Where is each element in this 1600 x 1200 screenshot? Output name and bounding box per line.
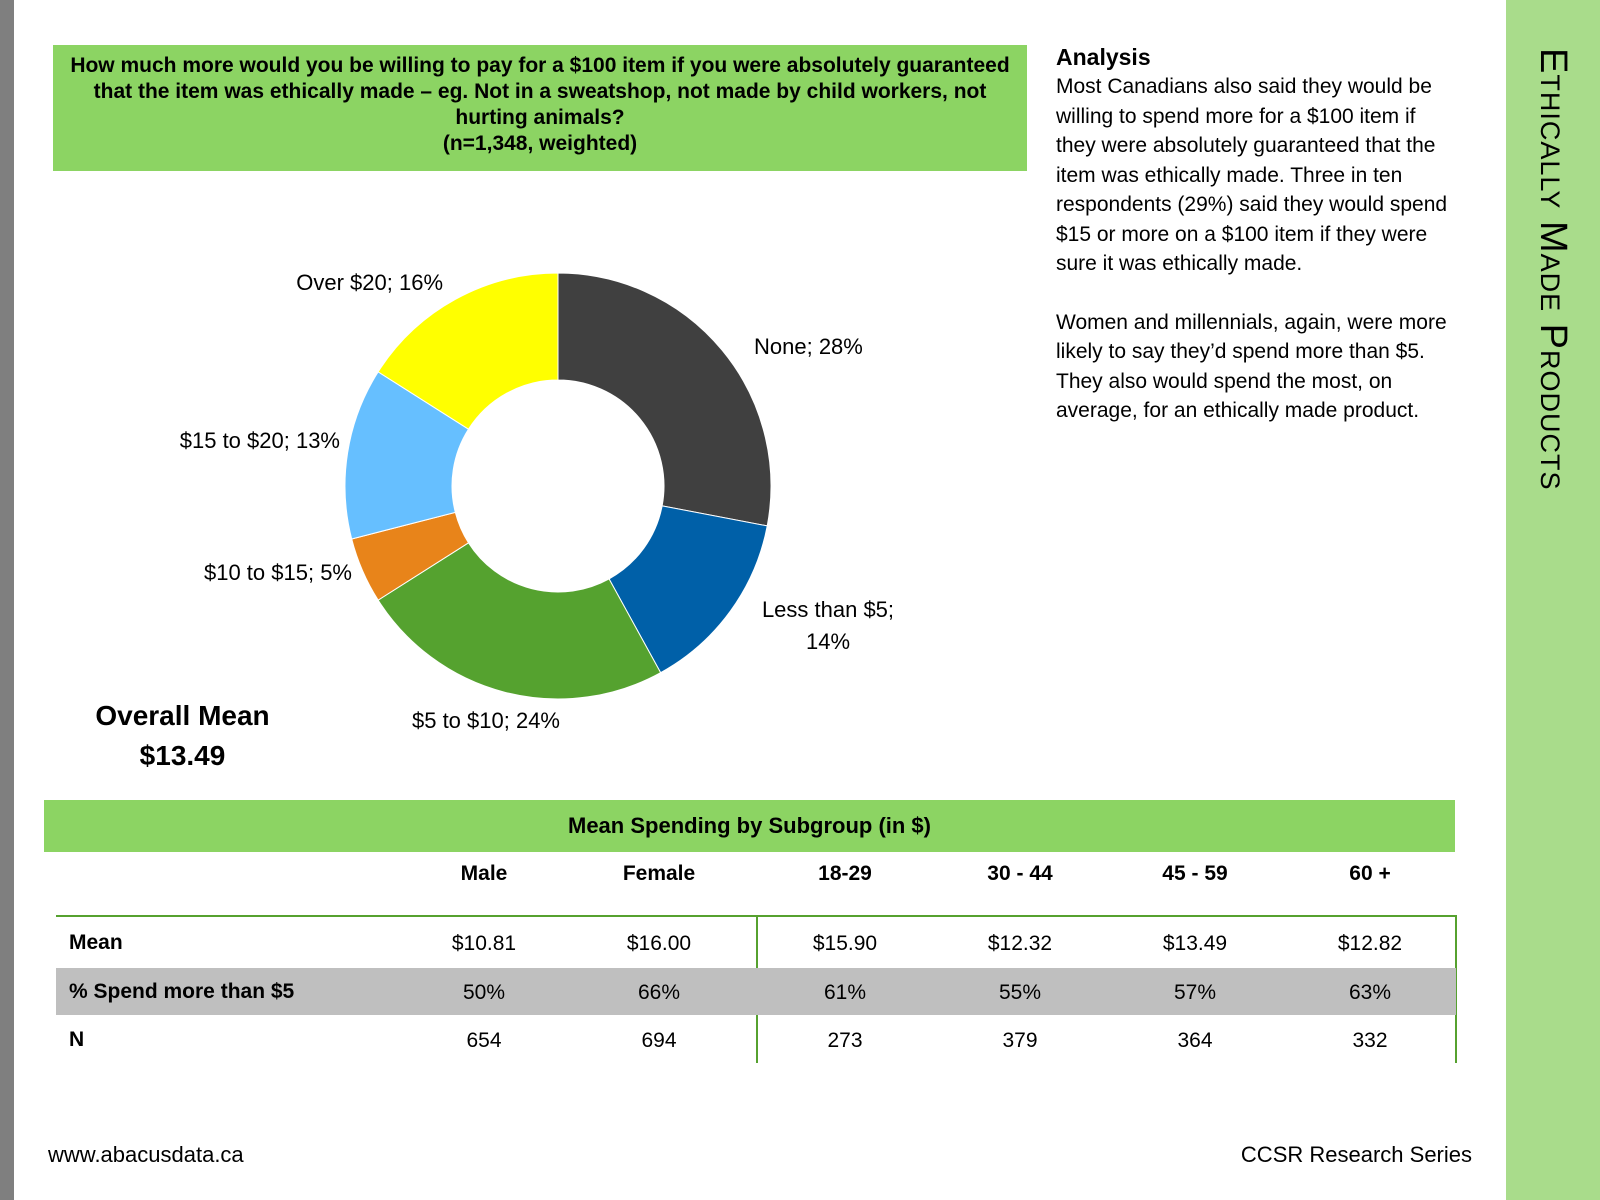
slice-label: $10 to $15; 5% — [204, 560, 352, 585]
question-box: How much more would you be willing to pa… — [53, 45, 1027, 171]
table-cell: $12.32 — [987, 932, 1053, 955]
analysis-panel: Analysis Most Canadians also said they w… — [1056, 42, 1456, 455]
table-cell: 654 — [466, 1029, 502, 1052]
donut-slice — [377, 272, 559, 430]
row-shading — [56, 968, 1456, 1015]
question-text: How much more would you be willing to pa… — [70, 54, 1010, 129]
slice-label: Less than $5; 14% — [762, 597, 894, 654]
table-cell: $16.00 — [626, 932, 692, 955]
slice-label: $5 to $10; 24% — [412, 708, 560, 733]
table-cell: $15.90 — [812, 932, 878, 955]
column-header: Female — [622, 862, 696, 885]
table-cell: 273 — [827, 1029, 863, 1052]
table-cell: $13.49 — [1162, 932, 1228, 955]
column-header: 30 - 44 — [987, 862, 1053, 885]
overall-mean-label: Overall Mean — [95, 700, 270, 731]
table-cell: $12.82 — [1337, 932, 1403, 955]
analysis-paragraph-2: Women and millennials, again, were more … — [1056, 310, 1447, 423]
donut-slice — [377, 542, 662, 700]
table-cell: 55% — [998, 981, 1042, 1004]
slice-label: Over $20; 16% — [296, 270, 443, 295]
column-header: 60 + — [1349, 862, 1391, 885]
table-cell: 50% — [462, 981, 506, 1004]
row-label: N — [69, 1028, 85, 1051]
side-panel: Ethically Made Products — [1506, 0, 1600, 1200]
table-cell: 66% — [637, 981, 681, 1004]
column-header: Male — [460, 862, 508, 885]
donut-slice — [557, 272, 772, 527]
analysis-paragraph-1: Most Canadians also said they would be w… — [1056, 75, 1448, 275]
row-label: % Spend more than $5 — [69, 980, 295, 1003]
side-title: Ethically Made Products — [1532, 48, 1574, 491]
donut-slice — [608, 505, 768, 674]
overall-mean-value: $13.49 — [139, 740, 226, 771]
table-cell: 63% — [1348, 981, 1392, 1004]
question-sample: (n=1,348, weighted) — [442, 132, 638, 155]
left-edge-bar — [0, 0, 14, 1200]
donut-chart: None; 28% Less than $5; 14% $5 to $10; 24% $… — [180, 270, 894, 733]
slice-label: None; 28% — [754, 334, 863, 359]
footer-website: www.abacusdata.ca — [48, 1142, 244, 1167]
column-header: 18-29 — [818, 862, 872, 885]
table-cell: $10.81 — [451, 932, 517, 955]
slice-label: $15 to $20; 13% — [180, 428, 340, 453]
row-label: Mean — [69, 931, 123, 954]
overall-mean: Overall Mean $13.49 — [80, 696, 285, 776]
column-header: 45 - 59 — [1162, 862, 1228, 885]
table-cell: 332 — [1352, 1029, 1388, 1052]
table-cell: 364 — [1177, 1029, 1213, 1052]
table-cell: 379 — [1002, 1029, 1038, 1052]
table-divider — [1455, 915, 1457, 1063]
table-cell: 57% — [1173, 981, 1217, 1004]
analysis-heading: Analysis — [1056, 44, 1151, 70]
table-cell: 61% — [823, 981, 867, 1004]
table-title: Mean Spending by Subgroup (in $) — [44, 800, 1455, 852]
footer-series: CCSR Research Series — [1240, 1142, 1472, 1167]
table-cell: 694 — [641, 1029, 677, 1052]
